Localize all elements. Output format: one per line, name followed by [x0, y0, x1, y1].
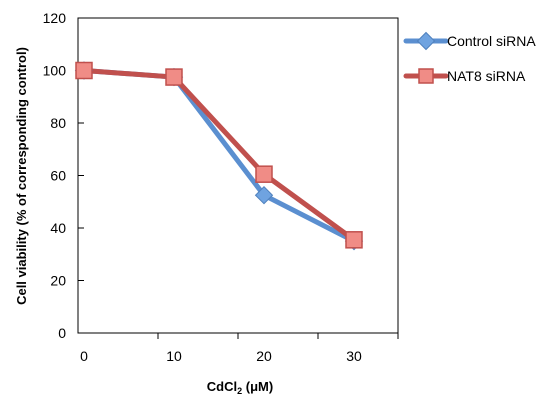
- legend-label-control: Control siRNA: [447, 33, 536, 49]
- x-tick-label: 20: [256, 348, 272, 364]
- y-tick-label: 80: [50, 115, 66, 131]
- legend-item-control: Control siRNA: [403, 31, 536, 51]
- y-tick-label: 100: [43, 63, 67, 79]
- legend-marker-nat8: [418, 68, 434, 84]
- x-tick-label: 10: [166, 348, 182, 364]
- x-tick-label: 30: [346, 348, 362, 364]
- data-point-nat8-sirna: [165, 68, 183, 86]
- series-layer: [74, 61, 364, 251]
- legend-marker-control: [416, 31, 436, 51]
- x-axis-title: CdCl2 (μM): [207, 379, 273, 394]
- x-tick-label: 0: [80, 348, 88, 364]
- legend-label-nat8: NAT8 siRNA: [447, 68, 526, 84]
- data-point-nat8-sirna: [75, 61, 93, 80]
- y-tick-label: 40: [50, 220, 66, 236]
- data-point-nat8-sirna: [345, 231, 363, 249]
- x-axis-title-sub: 2: [237, 386, 242, 394]
- y-tick-label: 20: [50, 273, 66, 289]
- x-axis-title-unit: (μM): [242, 379, 273, 394]
- y-tick-label: 60: [50, 168, 66, 184]
- x-axis-ticks: 0 10 20 30: [80, 333, 399, 364]
- x-axis-title-main: CdCl: [207, 379, 237, 394]
- data-point-control-sirna: [254, 185, 274, 205]
- y-tick-label: 0: [58, 325, 66, 341]
- y-tick-label: 120: [43, 10, 67, 26]
- y-axis-title: Cell viability (% of corresponding contr…: [14, 47, 29, 305]
- legend-item-nat8: NAT8 siRNA: [403, 68, 526, 84]
- legend: Control siRNA NAT8 siRNA: [403, 31, 536, 84]
- plot-area: [77, 17, 399, 334]
- data-point-nat8-sirna: [255, 165, 273, 183]
- series-line-nat8-sirna: [81, 68, 357, 243]
